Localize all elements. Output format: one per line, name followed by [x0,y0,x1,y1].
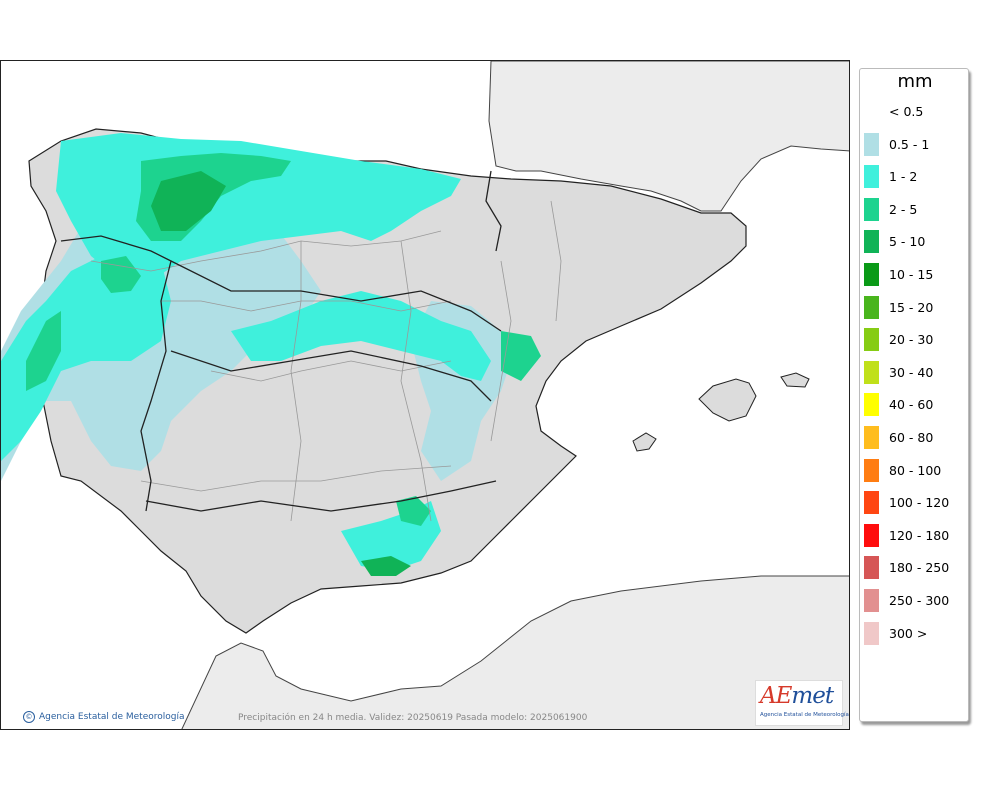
agency-credit: © Agencia Estatal de Meteorología [23,711,185,723]
precip-zone-5-10-asturias [151,171,226,231]
legend-label: 80 - 100 [889,462,942,478]
legend-label: 5 - 10 [889,234,926,250]
legend-item: 5 - 10 [864,228,964,254]
mallorca [698,378,757,422]
legend-swatch [864,230,879,254]
legend-label: 100 - 120 [889,495,950,511]
legend-item: 30 - 40 [864,359,964,385]
precip-zone-1-2-centre [231,291,491,381]
legend-swatch [864,556,879,580]
legend-item: 300 > [864,620,964,646]
legend-item: 100 - 120 [864,489,964,515]
legend-item: 0.5 - 1 [864,131,964,157]
legend-item: 60 - 80 [864,424,964,450]
legend-swatch [864,426,879,449]
menorca [780,372,810,388]
legend-label: 120 - 180 [889,527,950,543]
legend-item: 10 - 15 [864,261,964,287]
precip-zone-2-5-coast [26,311,61,391]
map-caption: Precipitación en 24 h media. Validez: 20… [238,713,588,723]
precipitation-legend: mm < 0.5 0.5 - 1 1 - 2 2 - 5 5 - 10 10 - 15 15… [859,68,969,722]
logo-wordmark: AEmet [760,683,834,709]
legend-swatch [864,165,879,189]
credit-text: Agencia Estatal de Meteorología [39,712,185,722]
legend-swatch [864,328,879,352]
legend-swatch [864,263,879,286]
legend-swatch [864,523,879,547]
legend-swatch [864,295,879,319]
legend-swatch [864,621,879,645]
legend-item: 120 - 180 [864,522,964,548]
legend-label: 1 - 2 [889,169,918,185]
regional-borders [90,200,562,522]
aemet-logo: AEmet Agencia Estatal de Meteorología [755,680,849,726]
legend-unit: mm [897,71,933,92]
legend-swatch [864,393,879,417]
legend-label: 2 - 5 [889,201,918,217]
country-borders [60,170,502,512]
legend-swatch [864,197,879,221]
map-canvas [1,61,849,729]
legend-swatch [864,458,879,482]
logo-subtitle: Agencia Estatal de Meteorología [760,712,849,718]
precip-zone-2-5-east [501,331,541,381]
legend-item: 250 - 300 [864,587,964,613]
precip-zone-2-5-south-east [396,496,431,526]
legend-item: 40 - 60 [864,391,964,417]
legend-item: 2 - 5 [864,196,964,222]
legend-item: 1 - 2 [864,163,964,189]
africa-landmass [181,575,849,729]
legend-label: 40 - 60 [889,397,934,413]
legend-swatch [864,132,879,156]
legend-swatch [864,491,879,515]
legend-item: 180 - 250 [864,554,964,580]
legend-label: 180 - 250 [889,560,950,576]
ibiza [632,432,657,452]
legend-label: 10 - 15 [889,267,934,282]
precip-zone-1-2-west-coast [1,251,171,461]
legend-item: < 0.5 [864,98,964,124]
legend-item: 20 - 30 [864,326,964,352]
precip-zone-5-10-south [361,556,411,576]
legend-label: 0.5 - 1 [889,136,930,152]
legend-label: 20 - 30 [889,332,934,348]
legend-label: 15 - 20 [889,299,934,315]
legend-label: < 0.5 [889,104,924,119]
precipitation-map: © Agencia Estatal de Meteorología Precip… [0,60,850,730]
legend-swatch [864,589,879,612]
legend-label: 60 - 80 [889,430,934,445]
copyright-icon: © [23,711,35,723]
precip-zone-2-5-galicia [101,256,141,293]
legend-item: 15 - 20 [864,294,964,320]
legend-label: 250 - 300 [889,593,950,608]
legend-swatch [864,360,879,384]
legend-item: 80 - 100 [864,457,964,483]
legend-label: 30 - 40 [889,364,934,380]
legend-label: 300 > [889,625,928,641]
precipitation-fields [1,133,541,576]
france-landmass [488,61,849,212]
